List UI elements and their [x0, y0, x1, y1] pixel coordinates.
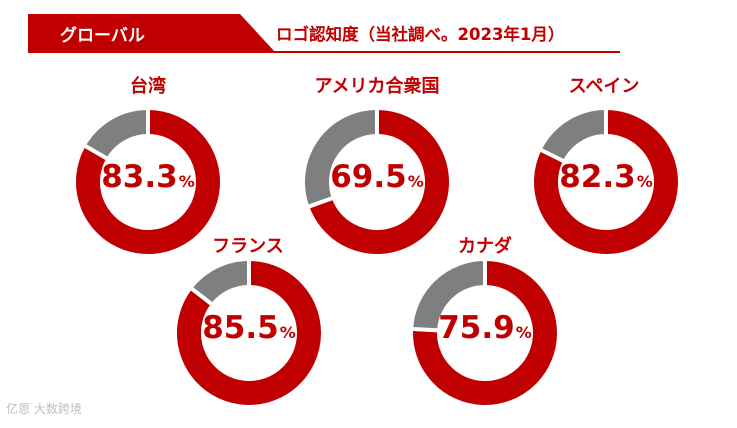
donut-slice-recognized	[174, 258, 324, 408]
country-label: カナダ	[458, 236, 512, 257]
donut-slice-recognized	[531, 107, 681, 257]
country-label: フランス	[212, 236, 284, 257]
value-unit: %	[407, 172, 424, 191]
donut-chart: 82.3%	[531, 107, 681, 257]
watermark: 亿恩 大数跨境	[6, 402, 82, 416]
value-unit: %	[178, 172, 195, 191]
value-number: 75.9	[438, 310, 515, 346]
donut-svg	[174, 258, 324, 408]
value-unit: %	[515, 323, 532, 342]
country-label: 台湾	[130, 76, 166, 97]
donut-chart: 75.9%	[410, 258, 560, 408]
donut-slice-remaining	[81, 107, 150, 162]
donut-value-label: 85.5%	[174, 310, 324, 346]
donut-slice-remaining	[410, 258, 487, 333]
chart-subtitle: ロゴ認知度（当社調べ。2023年1月）	[276, 25, 565, 44]
value-unit: %	[636, 172, 653, 191]
header-graphic	[28, 14, 620, 53]
donut-value-label: 83.3%	[73, 159, 223, 195]
header-tag: グローバル	[60, 26, 145, 46]
donut-chart: 85.5%	[174, 258, 324, 408]
donut-slice-recognized	[73, 107, 223, 257]
value-number: 83.3	[101, 159, 178, 195]
donut-svg	[73, 107, 223, 257]
donut-svg	[410, 258, 560, 408]
country-label: スペイン	[568, 76, 640, 97]
value-unit: %	[279, 323, 296, 342]
donut-slice-remaining	[536, 107, 608, 165]
value-number: 82.3	[559, 159, 636, 195]
donut-chart: 83.3%	[73, 107, 223, 257]
donut-chart: 69.5%	[302, 107, 452, 257]
value-number: 85.5	[202, 310, 279, 346]
country-label: アメリカ合衆国	[314, 76, 440, 97]
donut-value-label: 69.5%	[302, 159, 452, 195]
header-banner: グローバル ロゴ認知度（当社調べ。2023年1月）	[0, 0, 737, 70]
donut-slice-recognized	[304, 107, 452, 257]
donut-svg	[531, 107, 681, 257]
donut-svg	[302, 107, 452, 257]
header-tag-shape	[28, 14, 275, 52]
donut-slice-remaining	[187, 258, 251, 308]
donut-value-label: 82.3%	[531, 159, 681, 195]
donut-slice-recognized	[410, 258, 560, 408]
donut-value-label: 75.9%	[410, 310, 560, 346]
value-number: 69.5	[330, 159, 407, 195]
donut-slice-remaining	[302, 107, 379, 210]
